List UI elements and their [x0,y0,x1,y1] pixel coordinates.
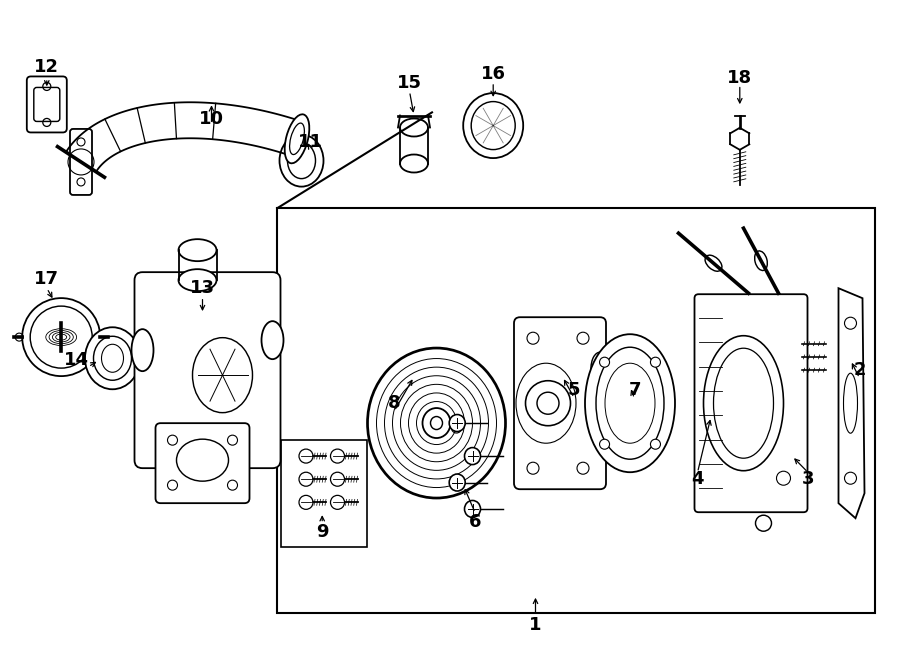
Ellipse shape [591,352,609,384]
Circle shape [844,472,857,485]
Circle shape [527,332,539,344]
Circle shape [577,332,589,344]
Text: 16: 16 [481,65,506,83]
Ellipse shape [330,472,345,486]
Text: 6: 6 [469,513,482,531]
Text: 9: 9 [316,523,328,541]
Ellipse shape [178,269,217,291]
Ellipse shape [705,255,722,271]
Ellipse shape [131,329,154,371]
Text: 14: 14 [64,351,89,369]
Circle shape [844,317,857,329]
Ellipse shape [367,348,506,498]
FancyBboxPatch shape [514,317,606,489]
FancyBboxPatch shape [134,272,281,468]
Ellipse shape [537,392,559,414]
Ellipse shape [400,155,428,173]
Ellipse shape [585,334,675,472]
Ellipse shape [596,347,664,459]
Ellipse shape [755,515,771,531]
Circle shape [651,439,661,449]
Text: 7: 7 [628,381,641,399]
FancyBboxPatch shape [695,294,807,512]
Ellipse shape [299,472,313,486]
Text: 8: 8 [388,394,400,412]
Ellipse shape [299,449,313,463]
Ellipse shape [330,449,345,463]
Circle shape [577,462,589,474]
Text: 17: 17 [34,270,59,288]
Ellipse shape [22,298,100,376]
Circle shape [527,462,539,474]
Ellipse shape [178,239,217,261]
Ellipse shape [464,500,481,518]
Circle shape [651,357,661,368]
Circle shape [599,439,609,449]
Text: 1: 1 [529,615,542,634]
Text: 4: 4 [691,470,704,488]
Ellipse shape [449,414,465,432]
Ellipse shape [400,118,428,137]
Ellipse shape [94,336,131,380]
Bar [277,208,875,613]
Ellipse shape [464,93,523,158]
Ellipse shape [704,336,784,471]
Ellipse shape [284,114,310,163]
Polygon shape [839,288,865,518]
Ellipse shape [755,251,768,270]
Ellipse shape [526,381,571,426]
Text: 12: 12 [34,58,59,77]
Circle shape [777,471,790,485]
Text: 2: 2 [853,361,866,379]
Circle shape [599,357,609,368]
Ellipse shape [31,306,92,368]
Text: 13: 13 [190,278,215,297]
Ellipse shape [85,327,140,389]
Text: 18: 18 [727,69,752,87]
Ellipse shape [280,135,323,186]
Ellipse shape [262,321,284,359]
Text: 3: 3 [802,470,814,488]
Text: 10: 10 [199,110,224,128]
Text: 5: 5 [568,381,580,399]
Ellipse shape [176,439,229,481]
Ellipse shape [464,447,481,465]
Bar [281,440,367,547]
Text: 15: 15 [397,73,422,92]
FancyBboxPatch shape [156,423,249,503]
Ellipse shape [843,373,858,433]
Ellipse shape [299,495,313,510]
Ellipse shape [422,408,451,438]
Text: 11: 11 [298,133,323,151]
Ellipse shape [330,495,345,510]
Ellipse shape [287,143,316,178]
Ellipse shape [449,474,465,491]
